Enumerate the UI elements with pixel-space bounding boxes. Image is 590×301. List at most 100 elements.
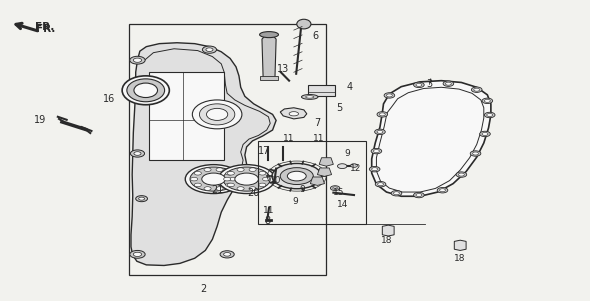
Ellipse shape (249, 187, 256, 190)
Ellipse shape (194, 172, 201, 175)
Ellipse shape (204, 187, 211, 190)
Ellipse shape (373, 150, 379, 153)
Text: 9: 9 (292, 197, 298, 206)
Ellipse shape (224, 253, 231, 256)
Text: 11: 11 (283, 134, 295, 143)
Ellipse shape (333, 187, 337, 189)
Ellipse shape (226, 172, 233, 175)
Ellipse shape (199, 104, 235, 125)
Ellipse shape (223, 167, 270, 191)
Ellipse shape (384, 93, 395, 98)
Ellipse shape (369, 166, 380, 172)
Ellipse shape (287, 171, 306, 181)
Ellipse shape (134, 152, 141, 155)
Ellipse shape (445, 82, 451, 85)
Text: 9: 9 (300, 185, 306, 194)
Ellipse shape (337, 164, 347, 169)
Ellipse shape (297, 19, 311, 29)
Bar (258, 141, 366, 224)
Ellipse shape (375, 129, 385, 135)
Ellipse shape (350, 164, 358, 167)
Text: 18: 18 (454, 254, 466, 263)
Ellipse shape (122, 76, 169, 105)
Ellipse shape (301, 95, 318, 99)
Ellipse shape (139, 197, 145, 200)
Ellipse shape (306, 96, 314, 98)
Ellipse shape (202, 173, 225, 185)
Ellipse shape (378, 183, 384, 186)
Ellipse shape (204, 168, 211, 172)
Ellipse shape (235, 173, 258, 185)
Polygon shape (262, 35, 276, 78)
Ellipse shape (237, 187, 244, 190)
Ellipse shape (377, 130, 383, 133)
Ellipse shape (130, 250, 145, 258)
Text: 21: 21 (211, 185, 223, 195)
Text: 5: 5 (336, 103, 342, 113)
Text: 11: 11 (313, 134, 324, 143)
Ellipse shape (224, 177, 231, 181)
Text: 16: 16 (103, 94, 115, 104)
Ellipse shape (394, 192, 399, 195)
Ellipse shape (443, 81, 454, 86)
Ellipse shape (416, 83, 422, 86)
Text: 15: 15 (333, 188, 345, 197)
Polygon shape (260, 76, 278, 80)
Ellipse shape (206, 48, 213, 51)
Ellipse shape (280, 168, 313, 185)
Ellipse shape (437, 188, 448, 193)
Ellipse shape (473, 152, 478, 155)
Ellipse shape (127, 79, 165, 102)
Text: FR.: FR. (35, 22, 54, 32)
Text: 12: 12 (350, 164, 362, 173)
Text: 11: 11 (263, 206, 274, 215)
Text: 18: 18 (381, 236, 392, 245)
Ellipse shape (272, 163, 322, 189)
Ellipse shape (227, 183, 234, 187)
Ellipse shape (458, 173, 464, 176)
Text: 4: 4 (347, 82, 353, 92)
Bar (308, 85, 335, 96)
Text: 20: 20 (248, 188, 260, 198)
Ellipse shape (371, 148, 382, 154)
Ellipse shape (202, 46, 217, 53)
Ellipse shape (471, 87, 482, 92)
Ellipse shape (414, 82, 424, 88)
Text: 13: 13 (277, 64, 289, 74)
Ellipse shape (391, 191, 402, 196)
Ellipse shape (456, 172, 467, 177)
Polygon shape (317, 168, 332, 176)
Text: 7: 7 (314, 118, 320, 129)
Ellipse shape (206, 108, 228, 120)
Ellipse shape (190, 167, 237, 191)
Text: 2: 2 (201, 284, 206, 294)
Ellipse shape (482, 132, 488, 135)
Ellipse shape (260, 32, 278, 38)
Ellipse shape (416, 194, 422, 197)
Ellipse shape (194, 183, 201, 187)
Polygon shape (280, 108, 307, 119)
Text: 19: 19 (34, 115, 46, 126)
Ellipse shape (375, 182, 386, 187)
Ellipse shape (192, 100, 242, 129)
Ellipse shape (379, 113, 385, 116)
Ellipse shape (130, 56, 145, 64)
Ellipse shape (230, 177, 237, 181)
Ellipse shape (259, 183, 266, 187)
Polygon shape (319, 158, 333, 166)
Ellipse shape (136, 196, 148, 202)
Ellipse shape (216, 187, 223, 190)
Ellipse shape (480, 131, 490, 137)
Ellipse shape (218, 165, 275, 194)
Ellipse shape (470, 151, 481, 156)
Text: 14: 14 (336, 200, 348, 209)
Ellipse shape (227, 172, 234, 175)
Text: 8: 8 (264, 216, 270, 226)
Ellipse shape (220, 251, 234, 258)
Ellipse shape (226, 183, 233, 187)
Polygon shape (372, 81, 491, 196)
Text: 6: 6 (313, 31, 319, 41)
Ellipse shape (484, 99, 490, 102)
Polygon shape (131, 43, 276, 265)
Ellipse shape (414, 192, 424, 198)
